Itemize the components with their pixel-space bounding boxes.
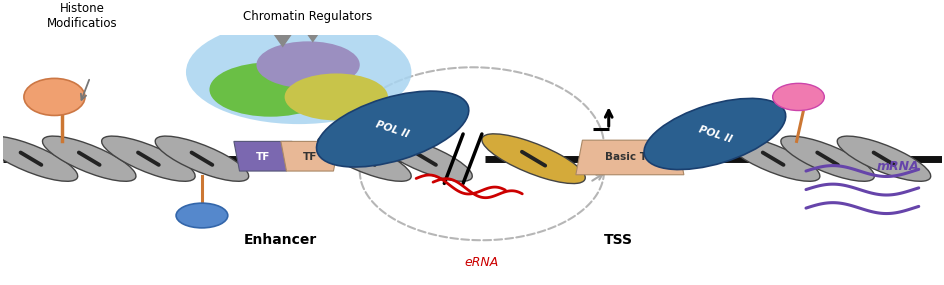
Ellipse shape bbox=[379, 136, 472, 181]
Ellipse shape bbox=[24, 78, 85, 115]
Text: TF: TF bbox=[302, 152, 317, 162]
Ellipse shape bbox=[176, 203, 228, 228]
Text: eRNA: eRNA bbox=[464, 256, 498, 269]
Ellipse shape bbox=[284, 74, 388, 120]
Ellipse shape bbox=[726, 136, 819, 181]
Text: POL II: POL II bbox=[375, 119, 410, 139]
Ellipse shape bbox=[155, 136, 248, 181]
Ellipse shape bbox=[102, 136, 195, 181]
Polygon shape bbox=[575, 140, 683, 175]
Text: POL II: POL II bbox=[696, 124, 732, 144]
Ellipse shape bbox=[186, 20, 411, 124]
Ellipse shape bbox=[644, 98, 784, 170]
Ellipse shape bbox=[316, 91, 468, 167]
Ellipse shape bbox=[42, 136, 136, 181]
Polygon shape bbox=[300, 25, 325, 42]
Ellipse shape bbox=[772, 83, 823, 111]
Text: Basic TF: Basic TF bbox=[604, 152, 653, 162]
Text: TF: TF bbox=[256, 152, 270, 162]
Ellipse shape bbox=[317, 136, 411, 181]
Ellipse shape bbox=[256, 41, 360, 88]
Text: Histone
Modificatios: Histone Modificatios bbox=[47, 2, 118, 30]
Text: mRNA: mRNA bbox=[875, 160, 919, 173]
Polygon shape bbox=[270, 30, 295, 48]
Ellipse shape bbox=[780, 136, 873, 181]
Ellipse shape bbox=[0, 136, 77, 181]
Text: TSS: TSS bbox=[603, 233, 632, 247]
Text: Enhancer: Enhancer bbox=[243, 233, 316, 247]
Ellipse shape bbox=[836, 136, 930, 181]
Text: Chromatin Regulators: Chromatin Regulators bbox=[244, 10, 372, 23]
Polygon shape bbox=[280, 141, 339, 171]
Ellipse shape bbox=[210, 62, 331, 117]
Ellipse shape bbox=[481, 134, 584, 184]
Polygon shape bbox=[233, 141, 292, 171]
